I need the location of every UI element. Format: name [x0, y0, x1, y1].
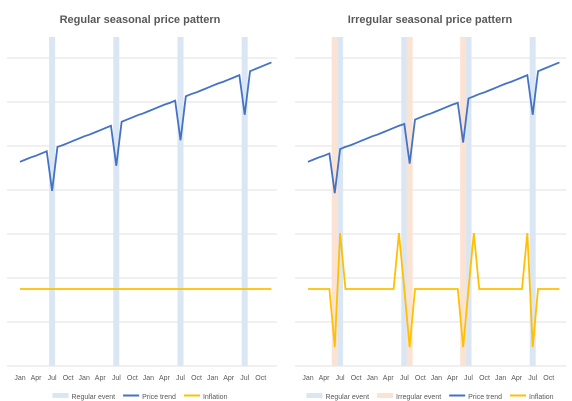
chart-title: Regular seasonal price pattern	[60, 14, 221, 26]
line-series	[307, 61, 560, 194]
x-tick-label: Apr	[223, 375, 235, 382]
x-tick-label: Oct	[63, 375, 74, 382]
legend: Regular event Irregular event Price trend I…	[306, 393, 554, 401]
x-tick-label: Jul	[336, 375, 345, 382]
event-band	[241, 37, 248, 366]
x-tick-label: Jan	[302, 375, 313, 382]
x-tick-label: Jan	[143, 375, 154, 382]
x-tick-label: Jan	[14, 375, 25, 382]
legend: Regular event Price trend Inflation	[52, 393, 228, 401]
x-tick-label: Oct	[127, 375, 138, 382]
legend-label: Regular event	[72, 394, 116, 401]
legend-swatch	[123, 394, 140, 397]
x-tick-label: Jul	[528, 375, 537, 382]
event-band	[177, 37, 184, 366]
x-tick-label: Oct	[255, 375, 266, 382]
x-tick-label: Jul	[464, 375, 473, 382]
chart-panel: Regular seasonal price pattern Jan Apr Jul O…	[7, 14, 277, 401]
event-band	[113, 37, 120, 366]
x-tick-label: Jan	[431, 375, 442, 382]
legend-swatch	[183, 394, 200, 397]
x-tick-label: Oct	[351, 375, 362, 382]
x-tick-label: Apr	[31, 375, 43, 382]
x-tick-label: Apr	[159, 375, 171, 382]
line-series	[19, 61, 272, 192]
x-tick-label: Jul	[48, 375, 57, 382]
legend-label: Inflation	[203, 394, 228, 401]
legend-swatch	[510, 394, 527, 397]
event-band	[49, 37, 56, 366]
legend-label: Price trend	[468, 394, 502, 401]
legend-label: Irregular event	[396, 394, 441, 401]
x-tick-label: Apr	[319, 375, 331, 382]
chart-panel: Irregular seasonal price pattern Jan Apr Ju…	[295, 14, 566, 401]
legend-swatch	[377, 393, 394, 398]
x-tick-label: Jul	[112, 375, 121, 382]
event-band	[401, 37, 408, 366]
x-tick-label: Jul	[400, 375, 409, 382]
x-tick-label: Jan	[207, 375, 218, 382]
event-band	[529, 37, 536, 366]
x-tick-label: Jul	[240, 375, 249, 382]
x-tick-label: Apr	[95, 375, 107, 382]
legend-label: Price trend	[142, 394, 176, 401]
legend-swatch	[306, 393, 323, 398]
chart-title: Irregular seasonal price pattern	[348, 14, 513, 26]
event-band	[465, 37, 472, 366]
x-tick-label: Oct	[415, 375, 426, 382]
x-tick-label: Apr	[447, 375, 459, 382]
x-tick-label: Jan	[79, 375, 90, 382]
legend-label: Regular event	[325, 394, 369, 401]
event-band	[460, 37, 467, 366]
event-band	[337, 37, 344, 366]
x-tick-label: Apr	[511, 375, 523, 382]
event-band	[406, 37, 413, 366]
x-tick-label: Oct	[479, 375, 490, 382]
legend-swatch	[52, 393, 69, 398]
x-tick-label: Jan	[495, 375, 506, 382]
x-tick-label: Jan	[367, 375, 378, 382]
x-tick-label: Oct	[543, 375, 554, 382]
event-band	[331, 37, 338, 366]
line-series	[308, 233, 560, 348]
x-tick-label: Jul	[176, 375, 185, 382]
x-tick-label: Apr	[383, 375, 395, 382]
legend-label: Inflation	[529, 394, 554, 401]
legend-swatch	[449, 394, 466, 397]
x-tick-label: Oct	[191, 375, 202, 382]
